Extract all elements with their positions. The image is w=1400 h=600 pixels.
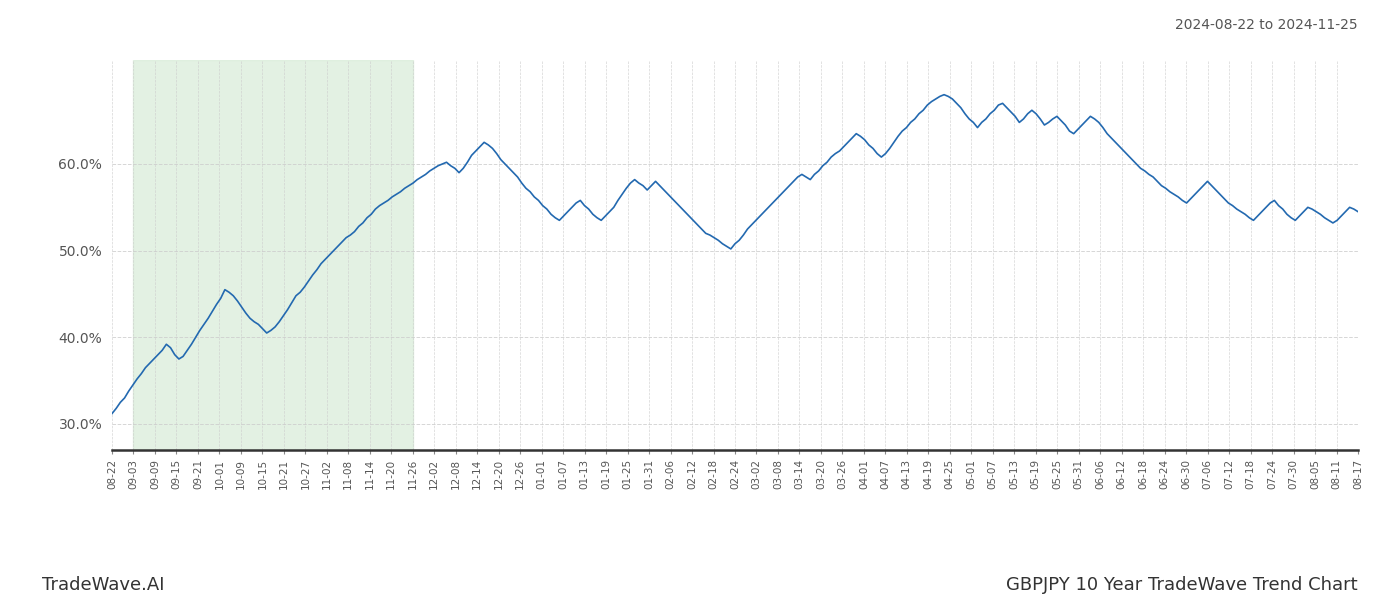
Text: 2024-08-22 to 2024-11-25: 2024-08-22 to 2024-11-25 [1176,18,1358,32]
Text: TradeWave.AI: TradeWave.AI [42,576,165,594]
Text: GBPJPY 10 Year TradeWave Trend Chart: GBPJPY 10 Year TradeWave Trend Chart [1007,576,1358,594]
Bar [133,60,413,450]
